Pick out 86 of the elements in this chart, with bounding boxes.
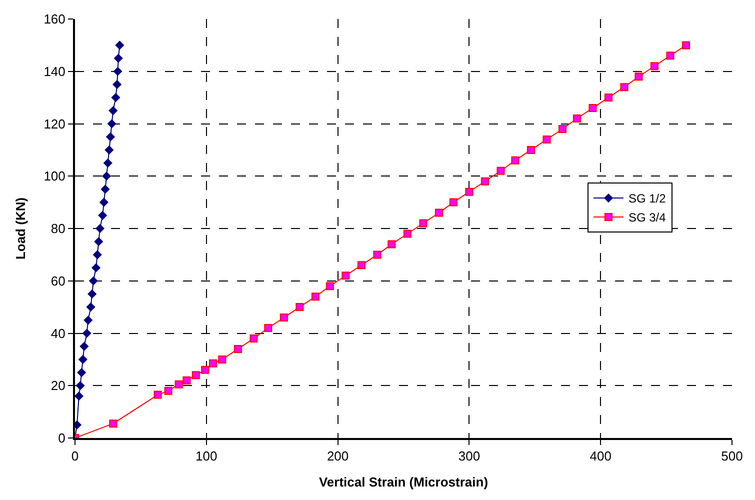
point [76, 381, 85, 390]
y-tick-label: 140 [44, 64, 66, 79]
point [465, 188, 474, 196]
point [111, 93, 120, 102]
point [154, 390, 162, 399]
point [250, 334, 258, 342]
y-tick-label: 40 [50, 326, 66, 341]
point [357, 261, 366, 270]
point [511, 156, 520, 164]
point [650, 62, 658, 70]
point [419, 219, 428, 228]
point [94, 237, 104, 246]
point [480, 177, 489, 186]
point [634, 72, 643, 81]
point [104, 145, 114, 154]
point [103, 158, 112, 168]
point [91, 263, 101, 272]
point [92, 250, 102, 260]
point [311, 292, 320, 301]
point [434, 208, 443, 217]
point [526, 146, 535, 154]
point [109, 420, 118, 428]
point [373, 250, 382, 259]
point [80, 342, 89, 351]
point [95, 224, 105, 234]
y-tick-label: 20 [50, 378, 66, 394]
point [77, 368, 86, 378]
point [620, 83, 628, 92]
x-tick-label: 400 [590, 448, 612, 464]
point [174, 380, 183, 388]
x-tick-label: 200 [326, 448, 349, 464]
point [182, 376, 191, 384]
y-tick-label: 80 [50, 221, 66, 236]
point [604, 94, 612, 102]
point [164, 386, 172, 395]
point [234, 344, 242, 353]
point [113, 66, 122, 76]
point [108, 106, 118, 116]
point [542, 135, 551, 144]
point [100, 184, 110, 194]
point [342, 272, 350, 280]
point [88, 276, 98, 286]
x-tick-label: 300 [458, 448, 480, 464]
x-tick-label: 500 [721, 448, 743, 464]
y-tick-label: 100 [44, 168, 66, 184]
y-tick-label: 120 [44, 116, 66, 132]
point [86, 302, 96, 312]
point [78, 354, 88, 364]
point [208, 359, 217, 368]
point [218, 355, 226, 364]
point [280, 314, 288, 322]
point [403, 230, 412, 238]
point [106, 132, 116, 142]
point [296, 303, 304, 312]
point [102, 172, 112, 181]
y-tick-label: 60 [50, 273, 66, 288]
point [99, 198, 108, 207]
point [572, 114, 581, 123]
point [449, 198, 458, 206]
point [682, 41, 690, 50]
point [84, 316, 93, 325]
x-axis-title: Vertical Strain (Microstrain) [318, 474, 488, 490]
point [496, 166, 505, 175]
point [88, 289, 97, 299]
y-tick-label: 160 [44, 12, 66, 27]
y-tick-label: 0 [58, 430, 66, 446]
point [75, 392, 84, 401]
point [192, 371, 200, 380]
point [558, 124, 566, 133]
y-axis-title: Load (KN) [13, 197, 28, 260]
point [82, 328, 92, 338]
point [107, 119, 116, 128]
point [588, 104, 597, 112]
point [388, 240, 396, 248]
legend-label: SG 1/2 [628, 192, 666, 206]
point [264, 324, 272, 332]
point [112, 80, 122, 90]
x-tick-label: 0 [71, 448, 79, 464]
point [115, 40, 124, 50]
point [666, 52, 674, 60]
point [114, 54, 123, 63]
point [98, 210, 108, 220]
x-tick-label: 100 [196, 448, 218, 464]
point [201, 366, 210, 374]
legend-label: SG 3/4 [628, 210, 666, 225]
point [326, 282, 334, 290]
